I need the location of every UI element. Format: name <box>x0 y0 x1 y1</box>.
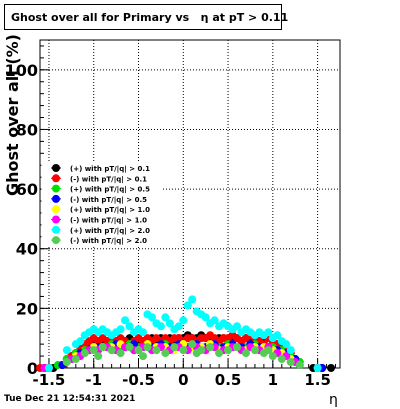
data-point <box>44 364 53 372</box>
data-point <box>165 319 174 328</box>
data-point <box>138 328 147 337</box>
data-point <box>233 343 242 352</box>
data-point <box>188 295 197 304</box>
data-point <box>62 346 71 355</box>
y-tick-label: 20 <box>16 299 38 318</box>
data-point <box>313 364 322 372</box>
data-point <box>134 346 143 355</box>
y-tick-label: 0 <box>27 359 38 378</box>
x-axis-label: η <box>329 392 338 408</box>
x-tick-label: -1.5 <box>33 371 66 389</box>
data-point <box>183 301 192 310</box>
data-point <box>282 340 291 349</box>
data-point <box>264 328 273 337</box>
data-point <box>233 322 242 331</box>
data-point <box>147 313 156 322</box>
data-point <box>327 364 336 372</box>
y-tick-label: 60 <box>16 180 38 199</box>
legend-entry-label: (-) with pT/|q| > 0.1 <box>70 175 147 184</box>
data-point <box>80 349 89 358</box>
data-point <box>179 316 188 325</box>
timestamp: Tue Dec 21 12:54:31 2021 <box>4 394 136 404</box>
legend-entry-label: (+) with pT/|q| > 1.0 <box>70 206 150 215</box>
data-point <box>161 349 170 358</box>
data-point <box>98 343 107 352</box>
legend-entry-label: (-) with pT/|q| > 2.0 <box>70 237 147 246</box>
data-point <box>125 322 134 331</box>
data-point <box>152 346 161 355</box>
data-point <box>89 346 98 355</box>
data-point <box>76 337 85 346</box>
y-tick-label: 80 <box>16 120 38 139</box>
data-point <box>206 343 215 352</box>
legend: (+) with pT/|q| > 0.1(-) with pT/|q| > 0… <box>41 161 163 247</box>
data-point <box>62 358 71 367</box>
data-point <box>264 346 273 355</box>
x-tick-label: 1.5 <box>304 371 331 389</box>
data-point <box>179 346 188 355</box>
data-point <box>94 352 103 361</box>
data-point <box>295 361 304 370</box>
data-point <box>197 346 206 355</box>
data-point <box>125 343 134 352</box>
data-point <box>156 322 165 331</box>
y-tick-label: 40 <box>16 240 38 259</box>
data-point <box>286 358 295 367</box>
data-point <box>224 346 233 355</box>
axis-ticks: -1.5 -1 -0.5 0 0.5 1 1.5 0 20 40 60 80 100 <box>5 45 337 389</box>
data-point <box>241 349 250 358</box>
legend-entry-label: (+) with pT/|q| > 0.1 <box>70 165 150 174</box>
data-point <box>188 340 197 349</box>
legend-box <box>41 161 163 247</box>
legend-entry-label: (+) with pT/|q| > 2.0 <box>70 227 150 236</box>
legend-entry-label: (+) with pT/|q| > 0.5 <box>70 186 150 195</box>
x-tick-label: 1 <box>268 371 278 389</box>
data-point <box>286 346 295 355</box>
legend-entry-label: (-) with pT/|q| > 1.0 <box>70 217 147 226</box>
data-point <box>215 349 224 358</box>
legend-entry-label: (-) with pT/|q| > 0.5 <box>70 196 147 205</box>
data-point <box>273 331 282 340</box>
data-point <box>250 346 259 355</box>
y-tick-label: 100 <box>5 61 38 80</box>
data-point <box>268 352 277 361</box>
title-box: Ghost over all for Primary vs η at pT > … <box>4 4 288 30</box>
data-point <box>121 316 130 325</box>
data-point <box>107 346 116 355</box>
data-points <box>36 295 336 372</box>
data-point <box>71 355 80 364</box>
data-point <box>170 343 179 352</box>
x-tick-label: 0 <box>178 371 188 389</box>
data-point <box>210 316 219 325</box>
data-point <box>116 325 125 334</box>
data-point <box>161 313 170 322</box>
y-axis-label: Ghost over all (%) <box>3 34 22 196</box>
data-point <box>277 355 286 364</box>
data-point <box>143 343 152 352</box>
data-point <box>201 313 210 322</box>
data-point <box>174 322 183 331</box>
chart-title: Ghost over all for Primary vs η at pT > … <box>11 11 289 24</box>
series-7 <box>44 295 322 372</box>
x-tick-label: 0.5 <box>215 371 242 389</box>
data-point <box>138 352 147 361</box>
x-tick-label: -0.5 <box>122 371 155 389</box>
data-point <box>116 349 125 358</box>
plot-frame <box>39 39 341 369</box>
series-8 <box>62 340 304 370</box>
x-tick-label: -1 <box>85 371 102 389</box>
